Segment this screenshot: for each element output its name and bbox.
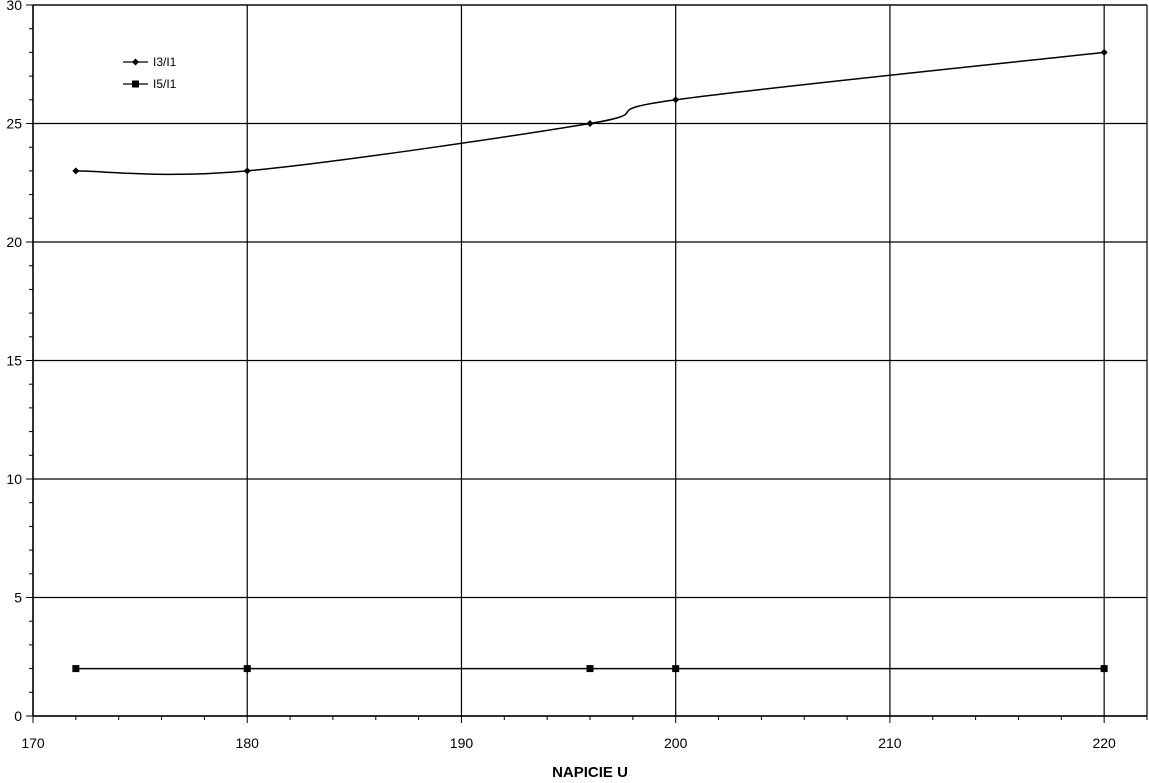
data-point: [1100, 48, 1108, 56]
series-group: [72, 48, 1108, 673]
data-point: [672, 96, 680, 104]
grid-lines: [32, 4, 1147, 717]
x-tick-label: 180: [236, 735, 260, 751]
data-point: [72, 665, 80, 673]
data-point: [586, 665, 594, 673]
x-tick-label: 170: [21, 735, 45, 751]
axes: [26, 4, 1148, 723]
x-axis-title: NAPICIE U: [552, 764, 628, 781]
x-tick-label: 220: [1092, 735, 1116, 751]
x-tick-label: 210: [878, 735, 902, 751]
legend: I3/I1 I5/I1: [123, 55, 177, 91]
series-line: [75, 51, 1105, 176]
y-tick-label: 0: [14, 708, 22, 724]
series-1: [72, 48, 1108, 176]
data-point: [72, 167, 80, 175]
y-tick-label: 30: [6, 0, 22, 13]
legend-label: I3/I1: [153, 55, 177, 69]
data-point: [243, 665, 251, 673]
data-point: [586, 120, 594, 127]
y-tick-label: 15: [6, 353, 22, 369]
data-point: [1100, 665, 1108, 673]
x-tick-label: 200: [664, 735, 688, 751]
tick-labels: 0 5 10 15 20 25 30 170 180 190 200 210 220: [6, 0, 1116, 751]
legend-marker: [132, 80, 139, 88]
y-tick-label: 10: [6, 471, 22, 487]
x-tick-label: 190: [450, 735, 474, 751]
data-point: [672, 665, 680, 673]
y-tick-label: 25: [6, 116, 22, 132]
series-2: [72, 665, 1108, 673]
legend-label: I5/I1: [153, 77, 177, 91]
y-tick-label: 20: [6, 234, 22, 250]
legend-marker: [132, 58, 139, 66]
data-point: [243, 167, 251, 175]
y-tick-label: 5: [14, 590, 22, 606]
